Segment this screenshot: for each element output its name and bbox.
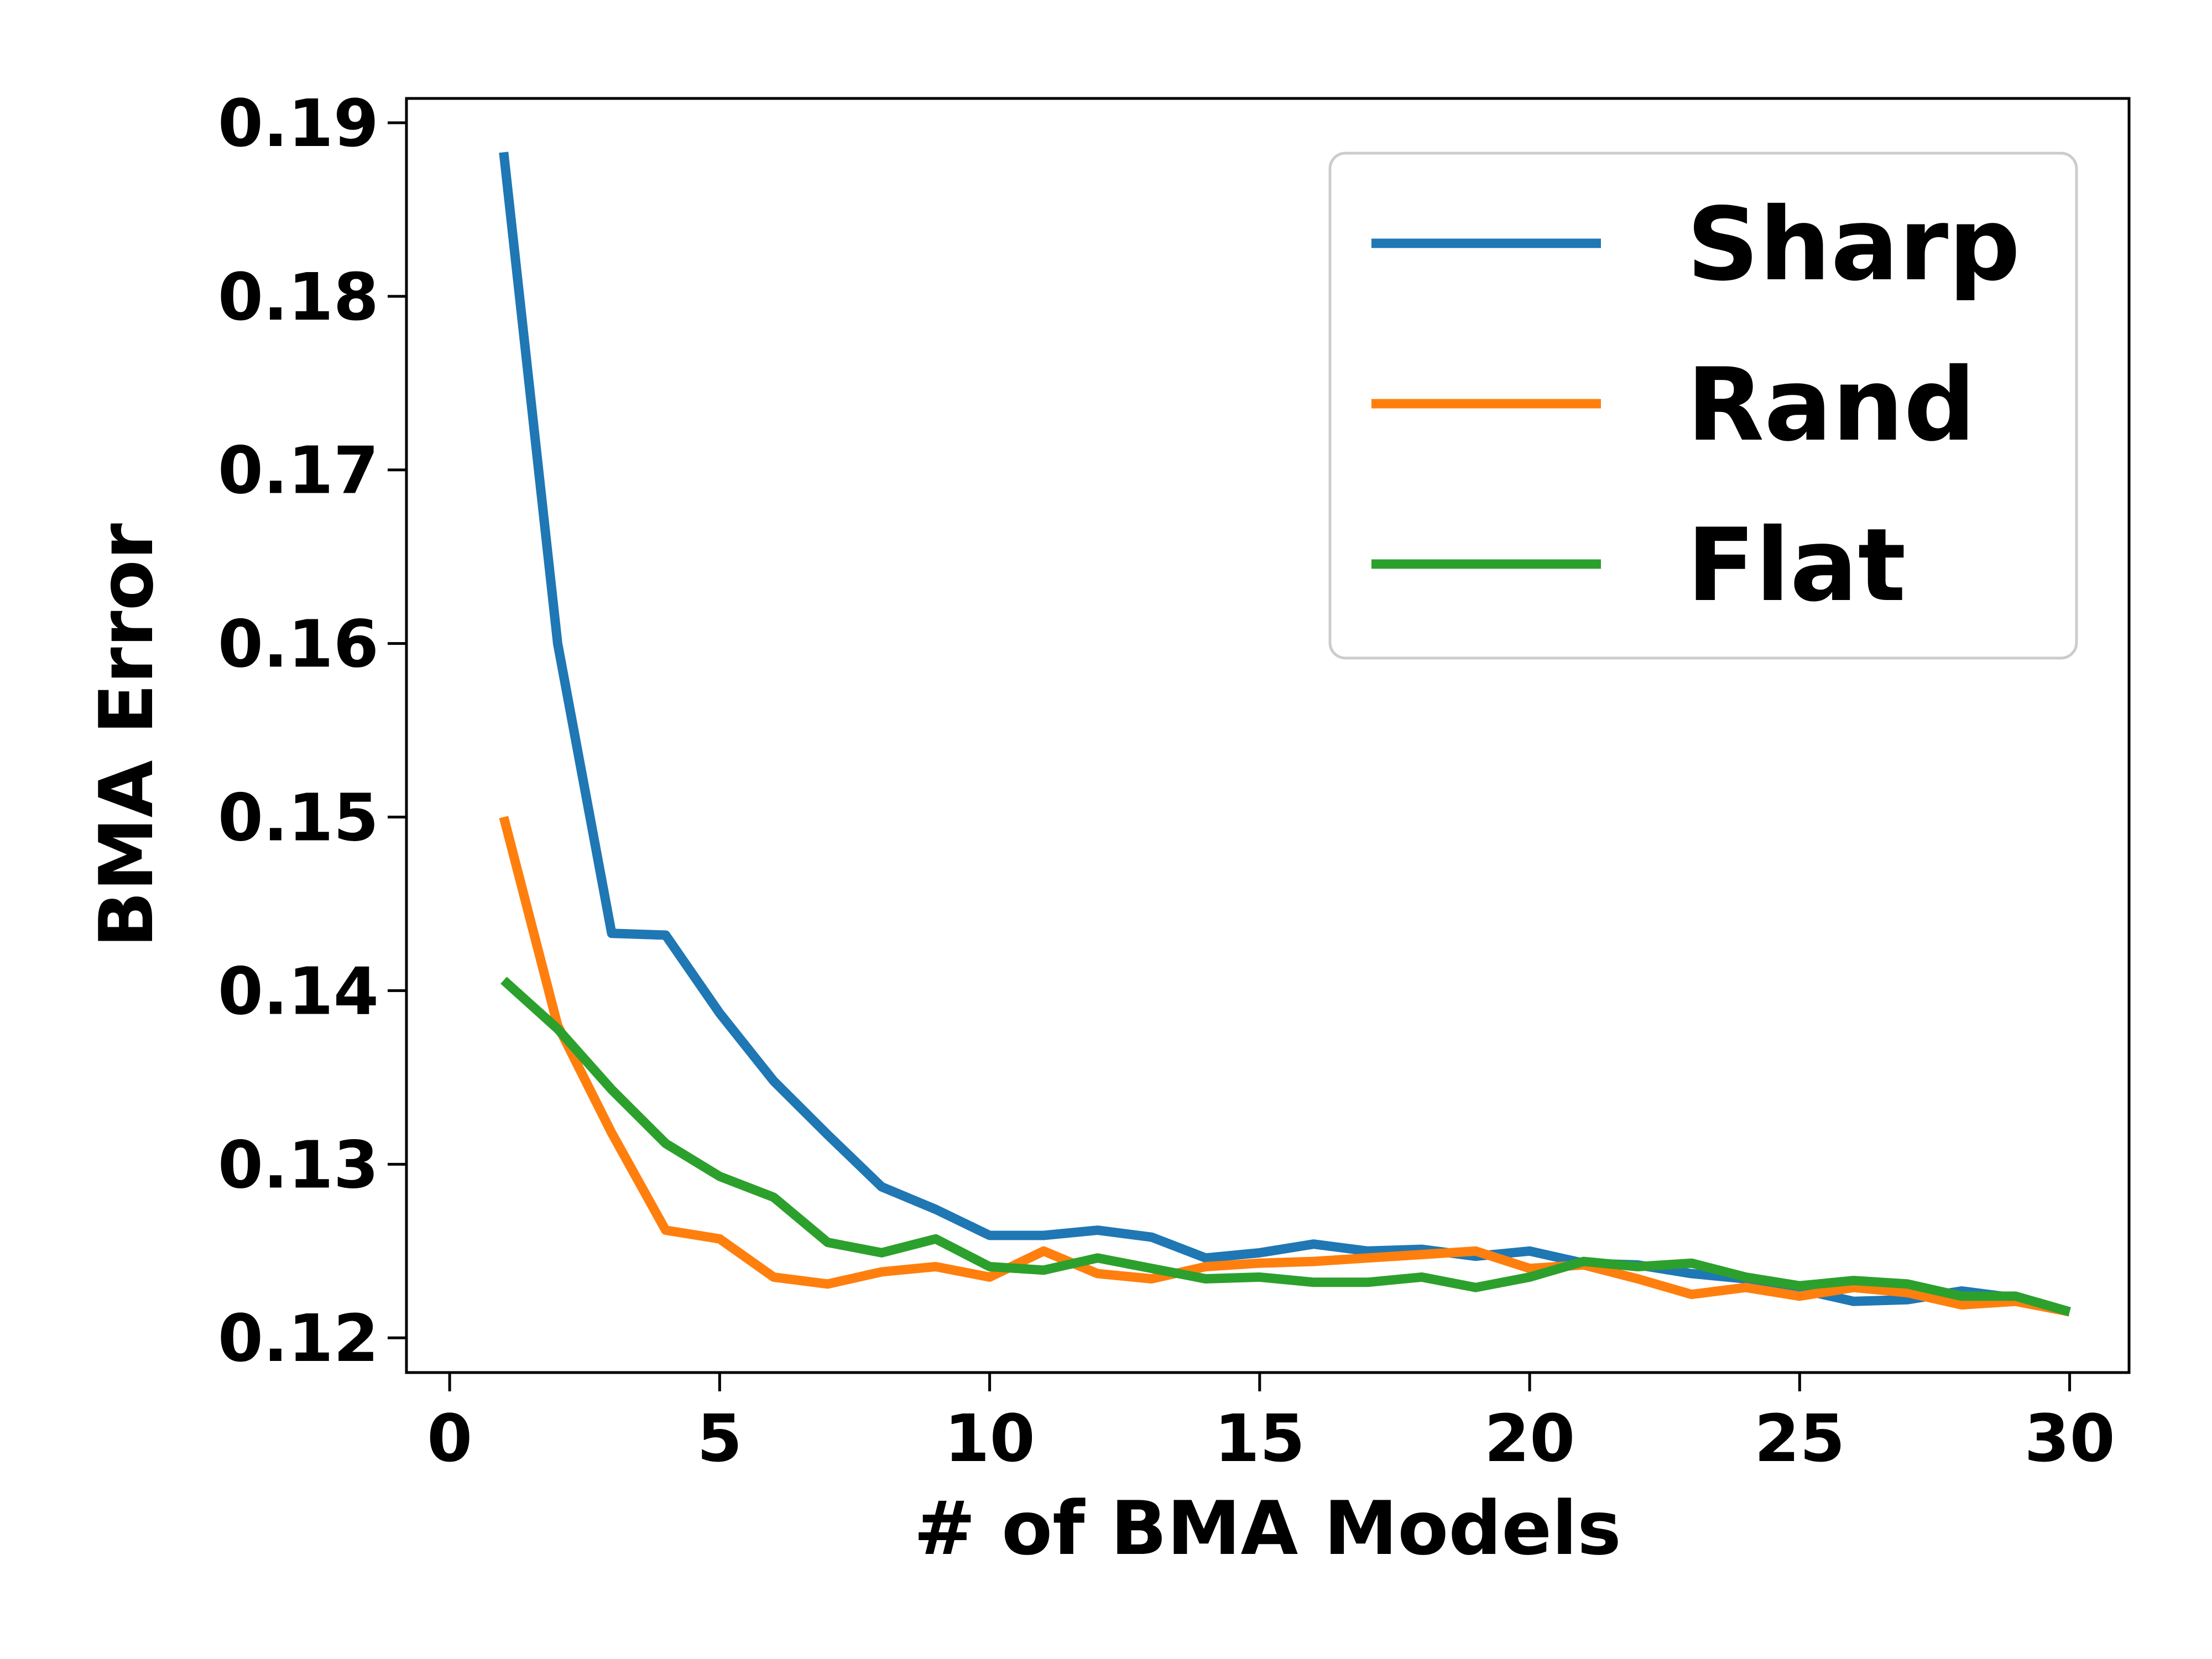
x-axis-title: # of BMA Models bbox=[914, 1485, 1621, 1572]
plot-frame bbox=[405, 97, 2131, 1374]
x-tick-label: 0 bbox=[427, 1400, 472, 1477]
legend-entries: Sharp Rand Flat bbox=[1371, 186, 2021, 624]
y-axis-ticks: 0.12 0.13 0.14 0.15 0.16 0.17 0.18 0.19 bbox=[218, 85, 406, 1376]
series-line-flat bbox=[500, 977, 2071, 1317]
x-tick-label: 15 bbox=[1214, 1400, 1305, 1477]
y-tick-label: 0.17 bbox=[218, 432, 379, 509]
x-tick-label: 5 bbox=[697, 1400, 742, 1477]
legend-label-flat: Flat bbox=[1687, 507, 1906, 624]
x-axis-ticks: 0 5 10 15 20 25 30 bbox=[427, 1373, 2115, 1477]
x-tick-label: 25 bbox=[1754, 1400, 1845, 1477]
y-tick-label: 0.13 bbox=[218, 1126, 379, 1203]
y-tick-label: 0.16 bbox=[218, 606, 379, 682]
legend-label-rand: Rand bbox=[1687, 346, 1976, 463]
legend-box bbox=[1328, 152, 2078, 660]
series-line-rand bbox=[499, 816, 2071, 1317]
y-tick-label: 0.12 bbox=[218, 1300, 379, 1376]
y-tick-label: 0.18 bbox=[218, 259, 379, 335]
y-tick-label: 0.15 bbox=[218, 780, 379, 856]
y-tick-label: 0.19 bbox=[218, 85, 379, 161]
legend-label-sharp: Sharp bbox=[1687, 186, 2021, 303]
y-tick-label: 0.14 bbox=[218, 953, 379, 1029]
x-tick-label: 10 bbox=[944, 1400, 1035, 1477]
x-tick-label: 30 bbox=[2024, 1400, 2115, 1477]
series-layer bbox=[499, 152, 2071, 1317]
legend: Sharp Rand Flat bbox=[1328, 152, 2078, 660]
x-tick-label: 20 bbox=[1484, 1400, 1575, 1477]
y-axis-title: BMA Error bbox=[84, 523, 170, 948]
